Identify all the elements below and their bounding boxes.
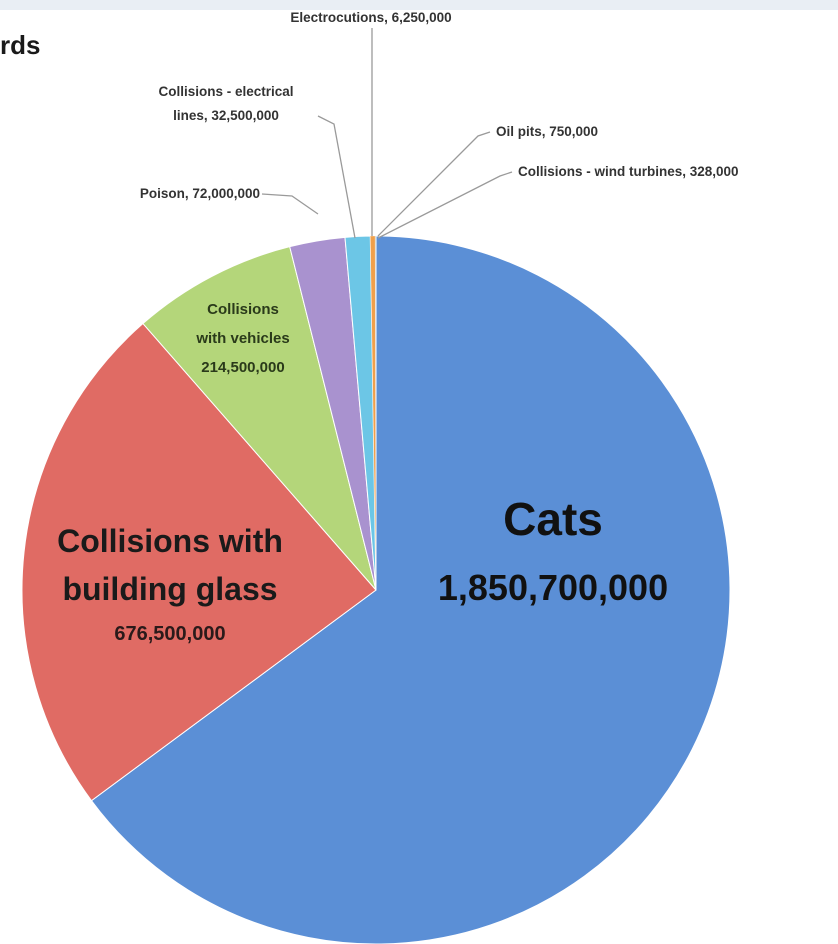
top-band	[0, 0, 838, 10]
pie-slice-collisions-with-vehicles	[142, 246, 377, 591]
pie-labels: Cats 1,850,700,000 Collisions with building…	[57, 10, 738, 645]
data-value-building-glass: 676,500,000	[114, 623, 225, 645]
data-label-building-glass-line2: building glass	[62, 571, 277, 607]
data-label-oil-pits: Oil pits, 750,000	[496, 124, 598, 139]
pie-slice-cats	[90, 235, 731, 944]
pie-slices	[21, 235, 731, 944]
data-label-building-glass-line1: Collisions with	[57, 523, 283, 559]
data-label-wind-turbines: Collisions - wind turbines, 328,000	[518, 164, 739, 179]
data-value-vehicles: 214,500,000	[201, 359, 284, 376]
leader-oil-pits	[377, 131, 491, 237]
leader-wind-turbines	[377, 171, 513, 239]
data-label-electrical-line1: Collisions - electrical	[158, 84, 293, 99]
data-label-electrocutions: Electrocutions, 6,250,000	[290, 10, 451, 25]
data-label-electrical-line2: lines, 32,500,000	[173, 108, 279, 123]
data-label-vehicles-line2: with vehicles	[195, 330, 289, 347]
chart-title-fragment: rds	[0, 30, 41, 60]
data-label-poison: Poison, 72,000,000	[140, 186, 260, 201]
data-value-cats: 1,850,700,000	[438, 567, 668, 608]
leader-poison	[261, 193, 319, 215]
data-label-vehicles-line1: Collisions	[207, 301, 279, 318]
pie-slice-collisions-with-building-glass	[21, 322, 377, 802]
data-label-cats: Cats	[503, 493, 603, 545]
leader-electrical	[317, 115, 356, 239]
